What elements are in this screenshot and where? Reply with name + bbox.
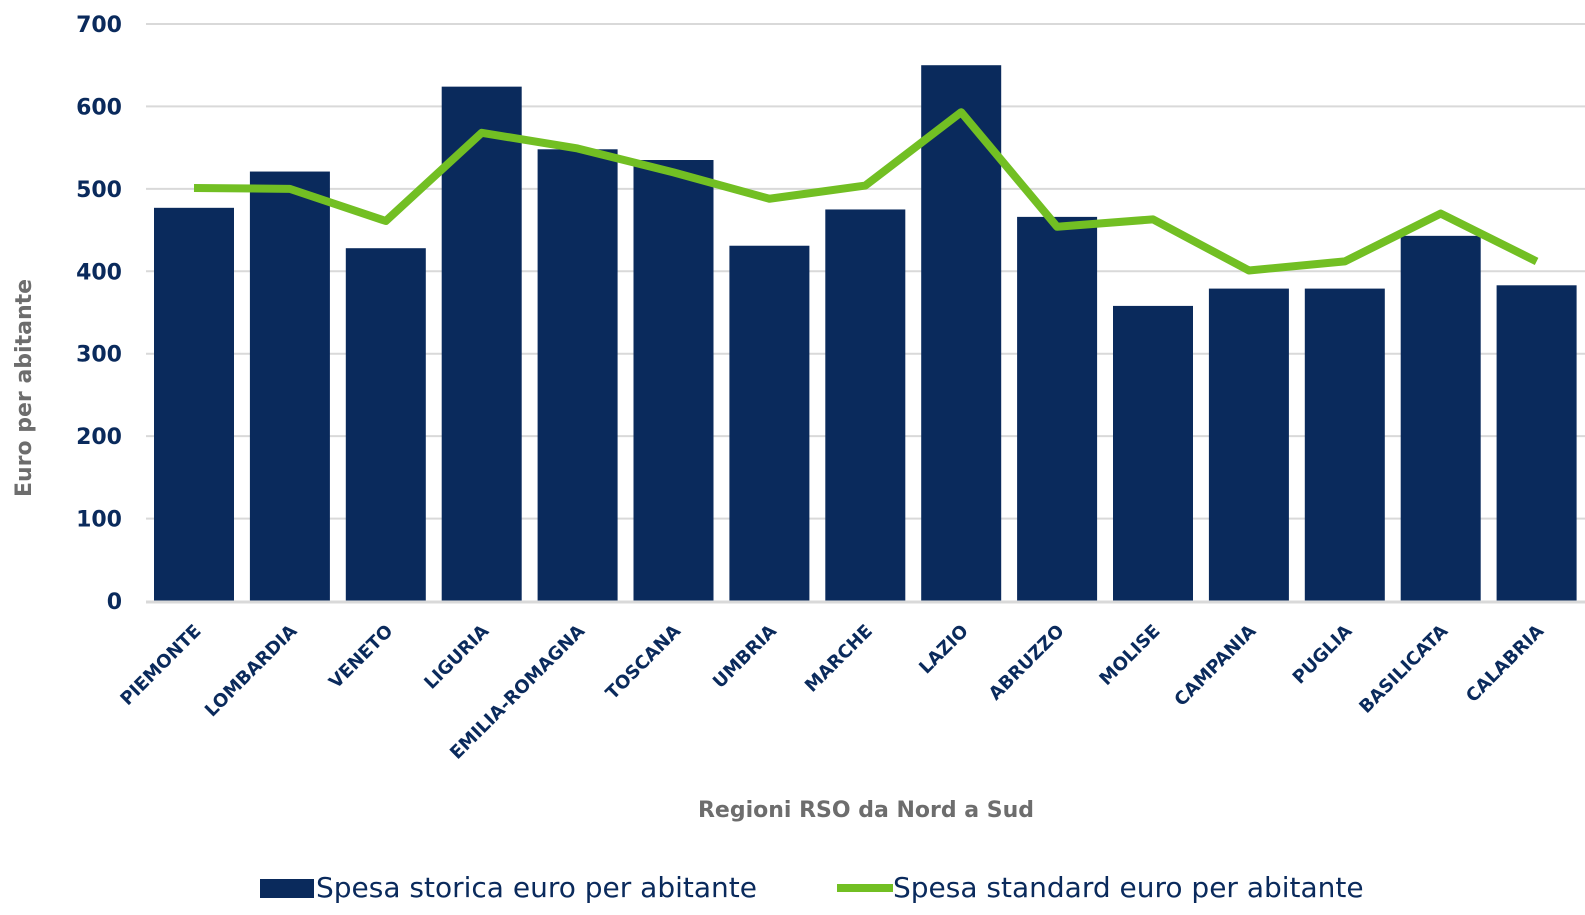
x-tick-label: MARCHE xyxy=(801,621,877,697)
y-tick-label: 100 xyxy=(76,508,122,533)
legend-bar-swatch xyxy=(260,879,314,898)
line-series xyxy=(193,108,1539,275)
y-axis-title: Euro per abitante xyxy=(12,279,37,497)
bar xyxy=(249,171,330,601)
y-tick-label: 400 xyxy=(76,260,122,285)
x-tick-label: MOLISE xyxy=(1095,621,1164,690)
bar xyxy=(154,207,234,601)
bar xyxy=(1113,305,1193,601)
y-tick-label: 200 xyxy=(76,425,122,450)
y-tick-label: 300 xyxy=(76,343,122,368)
x-axis-title: Regioni RSO da Nord a Sud xyxy=(698,798,1034,823)
x-tick-label: CALABRIA xyxy=(1462,621,1548,707)
x-tick-label: LAZIO xyxy=(915,621,973,679)
y-tick-label: 700 xyxy=(76,13,122,38)
bar xyxy=(345,248,426,601)
x-tick-label: UMBRIA xyxy=(709,621,781,693)
x-tick-label: ABRUZZO xyxy=(985,621,1069,705)
bar xyxy=(825,209,906,601)
bar-series xyxy=(154,65,1577,602)
bar xyxy=(441,86,522,602)
y-tick-label: 600 xyxy=(76,95,122,120)
x-tick-label: BASILICATA xyxy=(1355,621,1452,718)
y-tick-label: 0 xyxy=(107,590,122,615)
x-tick-label: LIGURIA xyxy=(420,621,493,694)
x-tick-label: PUGLIA xyxy=(1289,621,1357,689)
x-tick-label: LOMBARDIA xyxy=(201,621,302,722)
bar xyxy=(633,160,714,601)
x-tick-label: PIEMONTE xyxy=(116,621,205,710)
x-tick-label: CAMPANIA xyxy=(1170,621,1260,711)
bar xyxy=(1304,288,1385,601)
bar xyxy=(1400,235,1481,601)
bar xyxy=(729,245,810,602)
legend-line-label: Spesa standard euro per abitante xyxy=(893,871,1364,904)
bar xyxy=(1208,288,1289,601)
bar xyxy=(537,149,618,601)
bar xyxy=(1496,285,1577,601)
legend: Spesa storica euro per abitante Spesa st… xyxy=(260,871,1364,904)
x-tick-label: TOSCANA xyxy=(602,621,685,704)
bar xyxy=(1017,216,1098,601)
legend-bar-label: Spesa storica euro per abitante xyxy=(316,871,757,904)
x-tick-label: VENETO xyxy=(325,621,397,693)
series-line xyxy=(193,108,1539,275)
bar xyxy=(921,65,1002,601)
y-axis-ticks: 0 100 200 300 400 500 600 700 xyxy=(76,13,122,615)
y-tick-label: 500 xyxy=(76,178,122,203)
